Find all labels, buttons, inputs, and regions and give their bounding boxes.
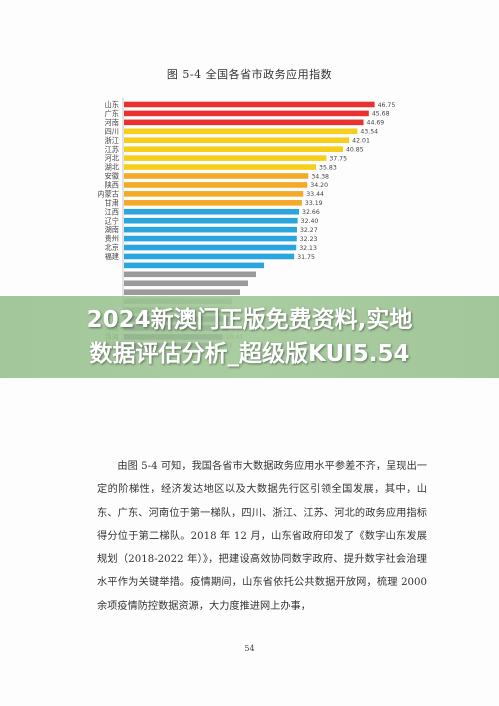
value-label: 32.66 [302, 209, 320, 216]
bar [124, 271, 256, 278]
category-label: 河南 [105, 118, 119, 127]
value-label: 42.01 [352, 138, 370, 145]
value-label: 44.69 [367, 120, 385, 127]
category-label: 广东 [105, 109, 119, 118]
bar-chart: 山东 46.75 广东 45.68 河南 44.69 四川 43.54 浙江 42.01 江苏 40.… [97, 98, 396, 350]
category-label: 北京 [105, 243, 119, 252]
category-label: 浙江 [105, 136, 119, 145]
bar [124, 155, 327, 161]
bar [124, 208, 300, 215]
bar [124, 244, 297, 251]
bar [124, 173, 309, 179]
category-label: 陕西 [105, 181, 119, 190]
banner-line-2: 数据评估分析_超级版KUI5.54 [89, 341, 410, 367]
value-label: 32.27 [300, 227, 318, 234]
bar [124, 128, 358, 135]
category-label: 山东 [105, 100, 119, 109]
category-label: 安徽 [105, 172, 120, 181]
bar [124, 262, 264, 269]
value-label: 32.23 [300, 236, 318, 243]
category-label: 福建 [105, 252, 119, 261]
bar [124, 137, 350, 144]
bar [124, 226, 297, 233]
value-label: 46.75 [378, 102, 396, 109]
bar [124, 235, 297, 242]
category-label: 江苏 [105, 145, 119, 154]
bar [124, 101, 375, 108]
body-text: 由图 5-4 可知，我国各省市大数据政务应用水平参差不齐，呈现出一定的阶梯性，经… [97, 455, 427, 618]
bar [124, 289, 240, 296]
bar [124, 217, 298, 224]
value-label: 43.54 [360, 129, 378, 136]
category-label: 内蒙古 [97, 189, 119, 198]
overlay-banner: 2024新澳门正版免费资料,实地 数据评估分析_超级版KUI5.54 [0, 296, 499, 378]
value-label: 32.13 [299, 245, 317, 252]
value-label: 35.83 [319, 164, 337, 171]
bar [124, 253, 295, 260]
category-label: 江西 [105, 207, 119, 216]
category-label: 辽宁 [105, 216, 119, 225]
bar [124, 191, 304, 197]
bar [124, 182, 308, 188]
category-label: 湖南 [105, 225, 119, 234]
page-number: 54 [244, 644, 255, 653]
figure-title: 图 5-4 全国各省市政务应用指数 [166, 68, 333, 81]
category-label: 湖北 [105, 163, 119, 172]
bar [124, 110, 369, 117]
value-label: 34.20 [310, 182, 328, 189]
value-label: 45.68 [372, 111, 390, 118]
banner-line-1: 2024新澳门正版免费资料,实地 [86, 307, 413, 333]
category-label: 四川 [105, 127, 119, 136]
value-label: 32.40 [301, 218, 319, 225]
bar [124, 146, 343, 152]
category-label: 贵州 [105, 234, 119, 243]
value-label: 33.19 [305, 200, 323, 207]
bar [124, 280, 248, 287]
bar [124, 119, 364, 126]
category-label: 河北 [105, 154, 119, 163]
value-label: 40.85 [346, 146, 364, 153]
value-label: 37.75 [329, 155, 347, 162]
value-label: 34.38 [311, 173, 329, 180]
body-paragraph: 由图 5-4 可知，我国各省市大数据政务应用水平参差不齐，呈现出一定的阶梯性，经… [97, 461, 427, 612]
bar [124, 200, 302, 206]
value-label: 33.44 [306, 191, 324, 198]
bar [124, 164, 317, 170]
value-label: 31.75 [297, 254, 315, 261]
category-label: 甘肃 [105, 198, 119, 207]
